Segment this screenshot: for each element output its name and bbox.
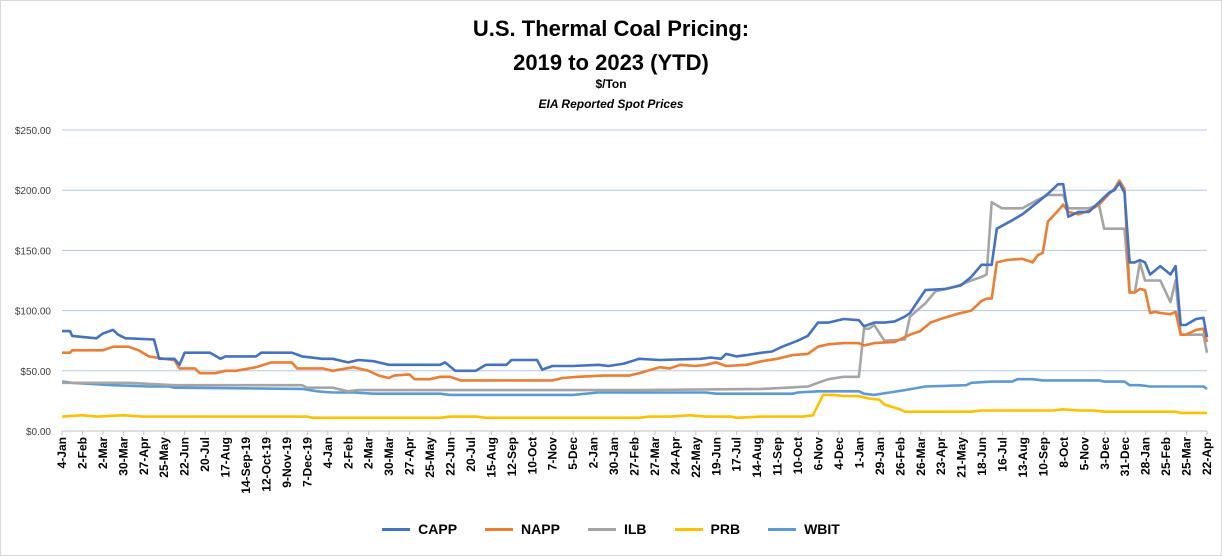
chart-title-line2: 2019 to 2023 (YTD) bbox=[513, 50, 709, 75]
x-tick-label: 19-Jun bbox=[709, 437, 723, 476]
series-line-napp bbox=[62, 179, 1209, 382]
x-tick-label: 25-Mar bbox=[1180, 437, 1194, 476]
x-tick-label: 30-Jan bbox=[607, 437, 621, 475]
x-tick-label: 12-Oct-19 bbox=[259, 437, 273, 492]
x-tick-label: 17-Aug bbox=[219, 437, 233, 478]
x-tick-label: 20-Jul bbox=[198, 437, 212, 472]
x-tick-label: 22-Jun bbox=[178, 437, 192, 476]
legend-swatch bbox=[674, 527, 703, 531]
x-tick-label: 10-Sep bbox=[1036, 437, 1050, 476]
x-tick-label: 25-May bbox=[157, 437, 171, 478]
legend-swatch bbox=[485, 527, 514, 531]
x-tick-label: 14-Sep-19 bbox=[239, 437, 253, 494]
x-tick-label: 2-Feb bbox=[75, 437, 89, 469]
x-tick-label: 4-Jan bbox=[55, 437, 69, 468]
legend-item-capp: CAPP bbox=[382, 521, 457, 537]
x-tick-label: 21-May bbox=[955, 437, 969, 478]
x-tick-label: 27-Apr bbox=[403, 437, 417, 475]
legend-item-ilb: ILB bbox=[587, 521, 647, 537]
x-tick-label: 13-Aug bbox=[1016, 437, 1030, 478]
legend-item-prb: PRB bbox=[674, 521, 741, 537]
x-tick-label: 6-Nov bbox=[812, 437, 826, 471]
chart-subtitle: $/Ton bbox=[595, 77, 627, 91]
x-tick-label: 2-Feb bbox=[341, 437, 355, 469]
x-tick-label: 20-Jul bbox=[464, 437, 478, 472]
x-tick-label: 26-Feb bbox=[893, 437, 907, 476]
legend-label: WBIT bbox=[804, 521, 840, 537]
x-tick-label: 5-Nov bbox=[1077, 437, 1091, 471]
chart-legend: CAPP NAPP ILB PRB WBIT bbox=[0, 521, 1222, 537]
series-line-wbit bbox=[61, 377, 1208, 397]
legend-label: CAPP bbox=[418, 521, 458, 537]
x-tick-label: 26-Mar bbox=[914, 437, 928, 476]
x-tick-label: 29-Jan bbox=[873, 437, 887, 475]
x-tick-label: 5-Dec bbox=[566, 437, 580, 470]
legend-label: NAPP bbox=[521, 521, 560, 537]
x-tick-label: 31-Dec bbox=[1118, 437, 1132, 477]
x-tick-label: 28-Jan bbox=[1139, 437, 1153, 475]
x-tick-label: 2-Mar bbox=[96, 437, 110, 469]
series-line-capp bbox=[62, 181, 1209, 373]
x-tick-label: 2-Mar bbox=[362, 437, 376, 469]
x-tick-label: 16-Jul bbox=[996, 437, 1010, 472]
legend-label: ILB bbox=[623, 521, 647, 537]
x-tick-label: 25-May bbox=[423, 437, 437, 478]
x-tick-label: 9-Nov-19 bbox=[280, 437, 294, 488]
x-tick-label: 7-Dec-19 bbox=[300, 437, 314, 487]
x-tick-label: 14-Aug bbox=[750, 437, 764, 478]
legend-swatch bbox=[382, 527, 411, 531]
y-tick-label: $0.00 bbox=[26, 427, 51, 438]
x-tick-label: 30-Mar bbox=[382, 437, 396, 476]
x-tick-label: 3-Dec bbox=[1098, 437, 1112, 470]
x-tick-label: 2-Jan bbox=[587, 437, 601, 468]
x-tick-label: 8-Oct bbox=[1057, 437, 1071, 468]
y-tick-label: $50.00 bbox=[20, 367, 51, 378]
y-tick-label: $200.00 bbox=[15, 186, 52, 197]
x-tick-label: 24-Apr bbox=[668, 437, 682, 475]
y-tick-label: $250.00 bbox=[15, 126, 52, 137]
x-tick-label: 15-Aug bbox=[484, 437, 498, 478]
x-tick-label: 4-Jan bbox=[321, 437, 335, 468]
chart-title: U.S. Thermal Coal Pricing: bbox=[472, 16, 750, 41]
x-tick-label: 11-Sep bbox=[771, 437, 785, 476]
x-tick-label: 27-Mar bbox=[648, 437, 662, 476]
series-line-prb bbox=[61, 393, 1207, 420]
x-tick-label: 30-Mar bbox=[116, 437, 130, 476]
x-tick-label: 22-Jun bbox=[443, 437, 457, 476]
x-tick-label: 7-Nov bbox=[546, 437, 560, 471]
x-tick-label: 12-Sep bbox=[505, 437, 519, 476]
x-tick-label: 23-Apr bbox=[934, 437, 948, 475]
x-tick-label: 4-Dec bbox=[832, 437, 846, 470]
x-tick-label: 1-Jan bbox=[852, 437, 866, 468]
x-tick-label: 17-Jul bbox=[730, 437, 744, 472]
x-tick-label: 18-Jun bbox=[975, 437, 989, 476]
series-line-ilb bbox=[62, 193, 1209, 393]
y-tick-label: $100.00 bbox=[15, 307, 52, 318]
chart-subtitle-source: EIA Reported Spot Prices bbox=[538, 97, 684, 111]
x-tick-label: 25-Feb bbox=[1159, 437, 1173, 476]
x-tick-label: 27-Apr bbox=[137, 437, 151, 475]
x-tick-label: 22-May bbox=[689, 437, 703, 478]
legend-item-wbit: WBIT bbox=[768, 521, 840, 537]
legend-item-napp: NAPP bbox=[485, 521, 560, 537]
x-tick-label: 27-Feb bbox=[628, 437, 642, 476]
legend-swatch bbox=[768, 527, 797, 531]
legend-label: PRB bbox=[710, 521, 741, 537]
legend-swatch bbox=[587, 527, 616, 531]
y-tick-label: $150.00 bbox=[15, 246, 52, 257]
x-tick-label: 10-Oct bbox=[791, 437, 805, 474]
x-tick-label: 10-Oct bbox=[525, 437, 539, 474]
x-tick-label: 22-Apr bbox=[1200, 437, 1214, 475]
